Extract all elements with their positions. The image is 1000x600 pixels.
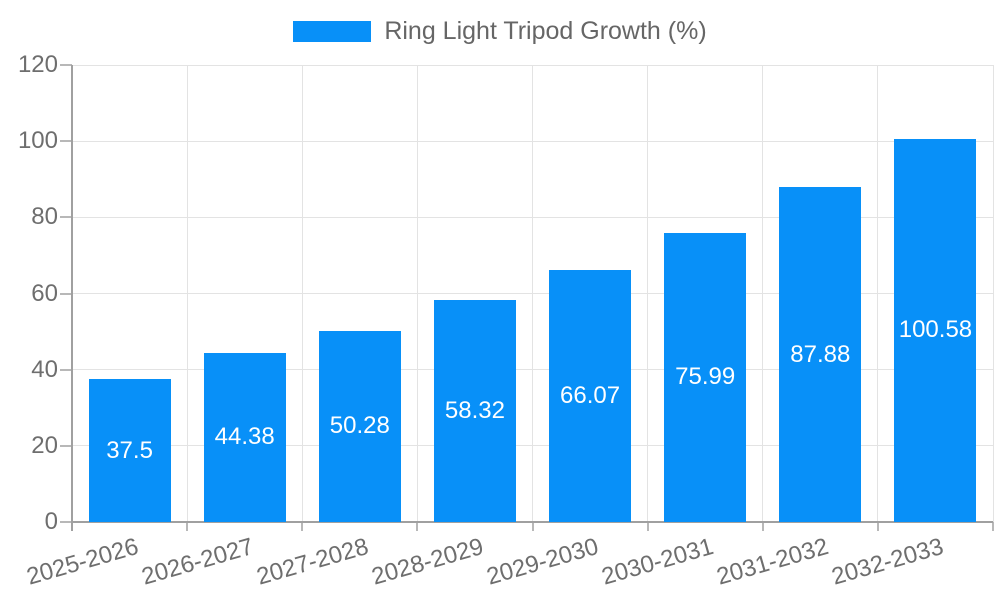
x-axis-tick xyxy=(761,522,764,531)
gridline-vertical xyxy=(532,65,533,522)
x-axis-tick xyxy=(301,522,304,531)
bar[interactable]: 44.38 xyxy=(203,352,286,522)
gridline-vertical xyxy=(186,65,188,522)
y-tick-label: 40 xyxy=(31,355,58,383)
legend-label: Ring Light Tripod Growth (%) xyxy=(384,17,707,45)
bar[interactable]: 58.32 xyxy=(433,299,516,522)
y-tick-label: 60 xyxy=(31,279,58,307)
bar-value-label: 75.99 xyxy=(675,363,736,391)
bar[interactable]: 66.07 xyxy=(549,270,632,522)
x-tick-label: 2031-2032 xyxy=(713,533,832,591)
y-tick-label: 80 xyxy=(31,203,58,231)
x-tick-label: 2030-2031 xyxy=(598,533,717,591)
y-axis-tick xyxy=(60,292,72,295)
x-tick-label: 2027-2028 xyxy=(253,533,372,591)
y-tick-label: 0 xyxy=(44,508,58,535)
x-axis-tick xyxy=(646,522,649,531)
gridline-vertical xyxy=(992,65,994,522)
gridline-vertical xyxy=(877,65,879,522)
y-tick-label: 20 xyxy=(31,431,58,459)
legend-swatch xyxy=(293,21,372,42)
bar[interactable]: 100.58 xyxy=(894,138,977,522)
y-axis-tick xyxy=(60,64,72,66)
bar-value-label: 87.88 xyxy=(790,340,851,368)
y-axis-tick xyxy=(60,444,72,447)
bar[interactable]: 37.5 xyxy=(88,379,171,522)
x-axis-tick xyxy=(992,522,994,531)
bar[interactable]: 75.99 xyxy=(664,232,747,522)
bar-value-label: 58.32 xyxy=(444,396,505,424)
gridline-vertical xyxy=(416,65,418,522)
bar[interactable]: 50.28 xyxy=(318,330,401,522)
gridline-vertical xyxy=(647,65,649,522)
bar-value-label: 50.28 xyxy=(329,412,390,440)
y-axis-tick xyxy=(60,521,72,523)
x-axis-tick xyxy=(186,522,189,531)
bar-value-label: 37.5 xyxy=(106,436,153,464)
x-tick-label: 2028-2029 xyxy=(368,533,487,591)
bar-value-label: 66.07 xyxy=(560,382,621,410)
bar[interactable]: 87.88 xyxy=(779,187,862,522)
x-axis-tick xyxy=(416,522,419,531)
y-tick-label: 100 xyxy=(17,127,58,155)
gridline-vertical xyxy=(762,65,764,522)
x-tick-label: 2026-2027 xyxy=(138,533,257,591)
y-axis-line xyxy=(71,65,73,531)
x-axis-line xyxy=(72,521,993,523)
y-axis-tick xyxy=(60,216,72,219)
x-axis-tick xyxy=(876,522,879,531)
x-tick-label: 2029-2030 xyxy=(483,533,602,591)
chart-legend[interactable]: Ring Light Tripod Growth (%) xyxy=(0,17,1000,46)
y-tick-label: 120 xyxy=(17,51,58,78)
bar-value-label: 44.38 xyxy=(214,423,275,451)
x-tick-label: 2032-2033 xyxy=(829,533,947,591)
y-axis-tick xyxy=(60,368,72,371)
gridline-vertical xyxy=(301,65,303,522)
x-tick-label: 2025-2026 xyxy=(23,533,142,591)
x-axis-tick xyxy=(531,522,534,531)
bar-value-label: 100.58 xyxy=(898,316,973,344)
y-axis-tick xyxy=(60,140,72,143)
